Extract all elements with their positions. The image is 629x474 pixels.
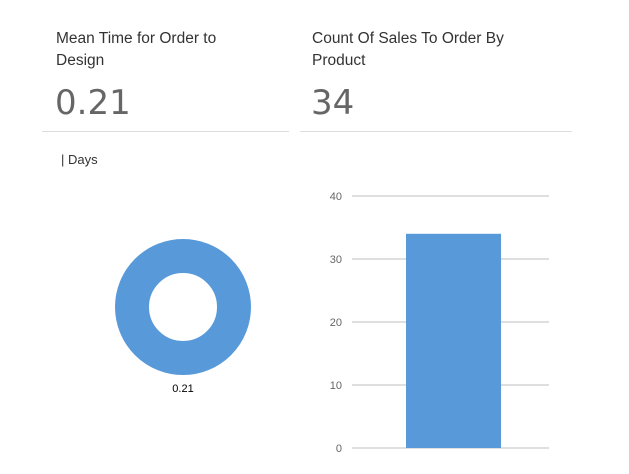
donut-data-label: 0.21 — [172, 383, 193, 395]
bar[interactable] — [406, 233, 501, 448]
y-tick-label: 20 — [330, 317, 342, 329]
card-divider-right — [300, 131, 572, 132]
card-title-sales-count: Count Of Sales To Order By Product — [312, 30, 504, 69]
y-tick-label: 40 — [330, 191, 342, 203]
kpi-value-mean-time: 0.21 — [55, 83, 131, 123]
unit-label-days: | Days — [61, 152, 98, 167]
bar-y-axis: 0 10 20 30 40 — [330, 191, 342, 455]
card-divider-left — [42, 131, 289, 132]
bar-series — [406, 233, 501, 448]
donut-slice[interactable] — [115, 239, 251, 375]
bar-chart: 0 10 20 30 40 — [330, 191, 549, 455]
y-tick-label: 10 — [330, 380, 342, 392]
card-title-mean-time: Mean Time for Order to Design — [56, 30, 217, 69]
y-tick-label: 0 — [336, 443, 342, 455]
y-tick-label: 30 — [330, 254, 342, 266]
kpi-value-sales-count: 34 — [311, 83, 355, 123]
donut-chart: 0.21 — [115, 239, 251, 395]
